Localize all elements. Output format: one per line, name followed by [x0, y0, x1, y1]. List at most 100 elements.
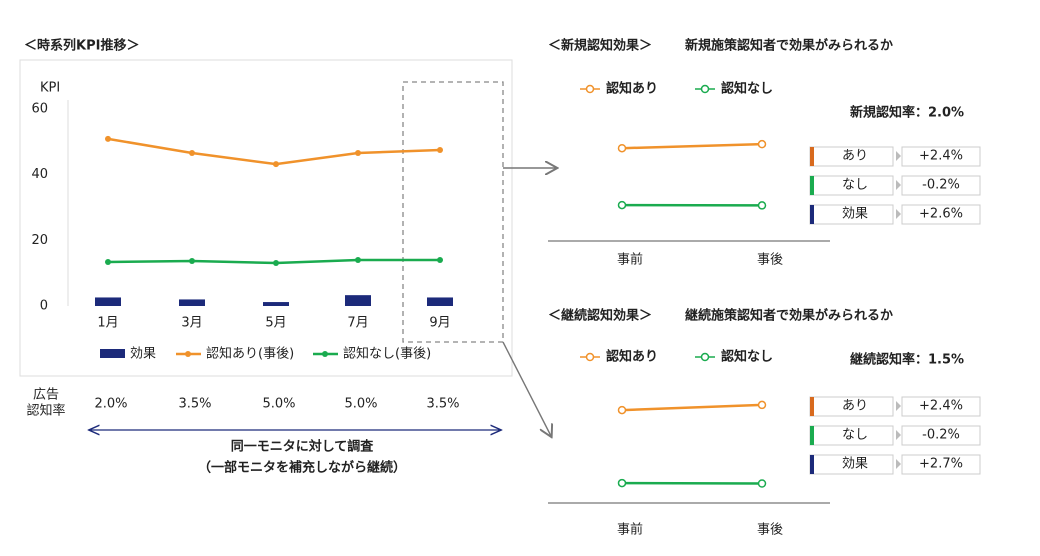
chart-subtitle: 新規施策認知者で効果がみられるか — [685, 38, 893, 54]
point — [757, 201, 767, 210]
chart-subtitle: 継続施策認知者で効果がみられるか — [685, 308, 893, 324]
legend-label: 効果 — [130, 347, 156, 362]
label-stripe — [810, 176, 814, 195]
legend-swatch — [100, 349, 125, 358]
x-tick-label: 7月 — [347, 316, 368, 331]
value-box — [901, 396, 981, 417]
effect-value: -0.2% — [922, 178, 960, 193]
legend-swatch — [585, 84, 595, 94]
rate: 継続認知率：1.5% — [850, 352, 964, 368]
point — [617, 405, 627, 415]
row-label: 認知率 — [26, 403, 65, 419]
ad-rate: 3.5% — [178, 397, 211, 412]
bar — [263, 302, 289, 306]
legend-swatch — [322, 351, 328, 357]
y-tick-label: 20 — [31, 233, 48, 248]
point — [273, 259, 279, 266]
point — [355, 257, 361, 264]
highlight-box — [402, 81, 504, 343]
point — [437, 147, 443, 154]
x-tick-label: 事前 — [617, 522, 643, 538]
point — [437, 257, 443, 264]
row-label: 広告 — [33, 388, 59, 403]
chevron — [896, 151, 901, 161]
ad-rate: 2.0% — [94, 397, 127, 412]
point — [757, 400, 767, 410]
chart-frame — [19, 59, 513, 377]
legend-swatch — [700, 84, 710, 94]
y-tick-label: 0 — [40, 299, 48, 314]
value-box — [901, 175, 981, 196]
ad-rate: 5.0% — [262, 397, 295, 412]
line — [107, 137, 441, 166]
point — [105, 135, 111, 142]
legend-label: 認知なし — [721, 349, 773, 365]
x-tick-label: 事前 — [617, 252, 643, 268]
chevron — [896, 180, 901, 190]
rate: 新規認知率：2.0% — [850, 105, 964, 121]
x-tick-label: 5月 — [265, 316, 286, 331]
value-box — [901, 146, 981, 167]
chart-title: ＜時系列KPI推移＞ — [24, 38, 139, 54]
value-box — [901, 454, 981, 475]
legend-label: 認知あり — [606, 349, 658, 365]
ad-rate: 5.0% — [344, 397, 377, 412]
effect-label: あり — [842, 149, 868, 164]
y-axis-label: KPI — [40, 81, 60, 96]
effect-value: -0.2% — [922, 428, 960, 443]
effect-value: +2.4% — [919, 149, 963, 164]
bar — [179, 299, 205, 306]
effect-value: +2.6% — [919, 207, 963, 222]
bar — [427, 297, 453, 306]
x-tick-label: 事後 — [757, 253, 783, 268]
effect-label: なし — [842, 178, 868, 193]
label-stripe — [810, 397, 814, 416]
label-stripe — [810, 147, 814, 166]
point — [757, 479, 767, 488]
point — [617, 200, 627, 210]
legend-swatch — [585, 352, 595, 362]
effect-label: 効果 — [842, 207, 868, 222]
chevron — [896, 209, 901, 219]
chart-title: ＜新規認知効果＞ — [548, 38, 652, 54]
ad-rate: 3.5% — [426, 397, 459, 412]
legend-label: 認知なし(事後) — [343, 346, 431, 362]
x-tick-label: 1月 — [97, 316, 118, 331]
label-stripe — [810, 205, 814, 224]
caption: 同一モニタに対して調査 — [231, 439, 375, 455]
effect-label: あり — [842, 399, 868, 414]
point — [273, 161, 279, 168]
effect-value: +2.4% — [919, 399, 963, 414]
point — [189, 149, 195, 156]
point — [105, 259, 111, 266]
label-stripe — [810, 455, 814, 474]
legend-label: 認知なし — [721, 81, 773, 97]
arrow — [502, 341, 551, 436]
x-tick-label: 事後 — [757, 523, 783, 538]
y-tick-label: 60 — [31, 102, 48, 117]
value-box — [901, 204, 981, 225]
effect-label: なし — [842, 428, 868, 443]
point — [757, 139, 767, 149]
legend-swatch — [700, 352, 710, 362]
effect-value: +2.7% — [919, 457, 963, 472]
point — [355, 149, 361, 156]
point — [617, 478, 627, 488]
chart-title: ＜継続認知効果＞ — [548, 308, 652, 324]
legend-swatch — [185, 351, 191, 357]
legend-label: 認知あり(事後) — [206, 346, 294, 362]
point — [617, 143, 627, 153]
value-box — [901, 425, 981, 446]
chevron — [896, 401, 901, 411]
line — [621, 142, 763, 150]
chevron — [896, 459, 901, 469]
line — [621, 403, 763, 412]
x-tick-label: 9月 — [429, 316, 450, 331]
effect-label: 効果 — [842, 457, 868, 472]
y-tick-label: 40 — [31, 167, 48, 182]
label-stripe — [810, 426, 814, 445]
x-tick-label: 3月 — [181, 316, 202, 331]
point — [189, 258, 195, 265]
bar — [95, 297, 121, 306]
